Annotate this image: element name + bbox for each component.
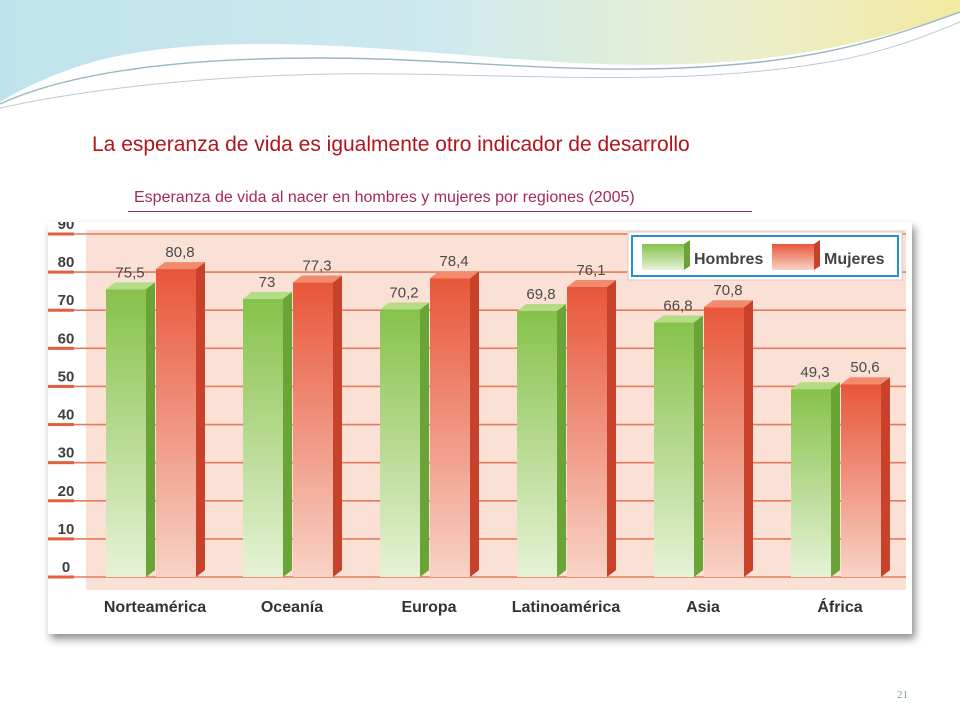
x-category-label: Norteamérica	[104, 599, 206, 616]
legend-label-mujeres: Mujeres	[824, 251, 885, 268]
bar-hombres-0	[106, 289, 146, 577]
bar-side-hombres-5	[831, 382, 840, 577]
bar-mujeres-0	[156, 269, 196, 577]
bar-top-mujeres-2	[430, 271, 479, 279]
chart-frame: 0 10 20 30 40 50 60 70 80 90 75,5 80,8 Norteamérica…	[48, 222, 912, 634]
bar-side-mujeres-1	[333, 275, 342, 577]
data-label-mujeres-1: 77,3	[302, 257, 331, 274]
y-tick-label: 80	[58, 254, 75, 271]
bar-top-mujeres-5	[841, 377, 890, 385]
legend-swatch-side	[814, 240, 820, 270]
plot-area	[86, 230, 906, 590]
bar-hombres-4	[654, 322, 694, 577]
bar-side-mujeres-0	[196, 262, 205, 577]
bar-top-hombres-0	[106, 282, 155, 290]
bar-side-hombres-3	[557, 304, 566, 577]
data-label-hombres-4: 66,8	[663, 297, 692, 314]
y-tick-mark	[48, 308, 74, 312]
y-tick-mark	[48, 575, 74, 579]
bar-top-hombres-5	[791, 382, 840, 390]
chart-legend: Hombres Mujeres	[627, 231, 903, 281]
data-label-hombres-2: 70,2	[389, 284, 418, 301]
bar-top-hombres-1	[243, 291, 292, 299]
data-label-mujeres-4: 70,8	[713, 282, 742, 299]
y-tick-mark	[48, 232, 74, 236]
bar-side-mujeres-4	[744, 300, 753, 577]
y-tick-label: 0	[62, 559, 70, 576]
x-category-label: África	[817, 597, 862, 616]
y-tick-label: 60	[58, 330, 75, 347]
data-label-hombres-5: 49,3	[800, 364, 829, 381]
y-tick-mark	[48, 499, 74, 503]
y-tick-mark	[48, 537, 74, 541]
y-tick-label: 40	[58, 407, 75, 424]
bar-top-hombres-4	[654, 315, 703, 323]
legend-border	[631, 235, 899, 277]
x-category-label: Oceanía	[261, 599, 323, 616]
bar-top-hombres-2	[380, 302, 429, 310]
bar-hombres-3	[517, 310, 557, 577]
bar-side-hombres-0	[146, 282, 155, 577]
bar-top-mujeres-3	[567, 280, 616, 287]
bar-side-mujeres-2	[470, 271, 479, 577]
y-tick-mark	[48, 461, 74, 465]
x-category-label: Latinoamérica	[512, 599, 621, 616]
x-category-label: Europa	[401, 599, 456, 616]
y-tick-label: 30	[58, 445, 75, 462]
bar-hombres-5	[791, 389, 831, 577]
legend-label-hombres: Hombres	[694, 251, 763, 268]
data-label-mujeres-3: 76,1	[576, 262, 605, 279]
slide-title: La esperanza de vida es igualmente otro …	[92, 133, 690, 156]
decorative-wave-header	[0, 0, 960, 109]
y-tick-mark	[48, 384, 74, 388]
data-label-hombres-3: 69,8	[526, 286, 555, 303]
bar-hombres-1	[243, 298, 283, 577]
data-label-hombres-0: 75,5	[115, 264, 144, 281]
y-tick-label: 10	[58, 521, 75, 538]
bar-side-hombres-2	[420, 302, 429, 577]
bar-mujeres-5	[841, 384, 881, 577]
data-label-mujeres-2: 78,4	[439, 253, 468, 270]
slide-number: 21	[897, 689, 908, 701]
y-tick-label: 70	[58, 292, 75, 309]
x-category-label: Asia	[686, 599, 720, 616]
bar-top-mujeres-4	[704, 300, 753, 308]
y-tick-label: 90	[58, 222, 75, 233]
y-tick-mark	[48, 270, 74, 274]
legend-swatch-side	[684, 240, 690, 270]
legend-swatch-hombres	[642, 244, 684, 270]
life-expectancy-bar-chart: 0 10 20 30 40 50 60 70 80 90 75,5 80,8 Norteamérica…	[48, 222, 908, 632]
bar-top-hombres-3	[517, 304, 566, 311]
data-label-hombres-1: 73	[259, 274, 276, 291]
bar-mujeres-4	[704, 307, 744, 577]
bar-side-mujeres-5	[881, 377, 890, 577]
bar-hombres-2	[380, 309, 420, 577]
data-label-mujeres-5: 50,6	[850, 359, 879, 376]
bar-top-mujeres-0	[156, 262, 205, 270]
data-label-mujeres-0: 80,8	[165, 244, 194, 261]
bar-side-mujeres-3	[607, 280, 616, 577]
y-tick-label: 20	[58, 483, 75, 500]
bar-mujeres-2	[430, 278, 470, 577]
y-tick-mark	[48, 423, 74, 427]
bar-top-mujeres-1	[293, 275, 342, 283]
bar-side-hombres-1	[283, 291, 292, 577]
chart-caption: Esperanza de vida al nacer en hombres y …	[128, 189, 752, 212]
legend-swatch-mujeres	[772, 244, 814, 270]
bar-mujeres-1	[293, 282, 333, 577]
y-tick-label: 50	[58, 368, 75, 385]
y-tick-mark	[48, 346, 74, 350]
bar-side-hombres-4	[694, 315, 703, 577]
bar-mujeres-3	[567, 286, 607, 577]
